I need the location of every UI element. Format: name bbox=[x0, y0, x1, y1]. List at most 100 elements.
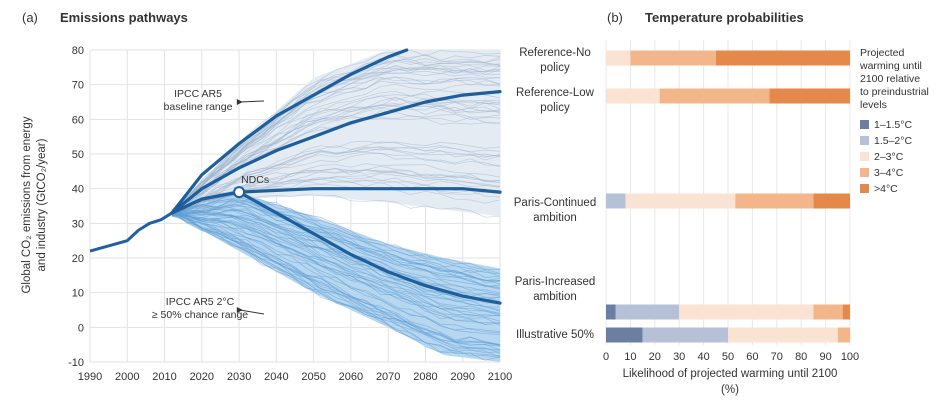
x-tick-label: 2030 bbox=[227, 371, 251, 383]
legend-swatch bbox=[860, 120, 869, 129]
x-tick-label: 2060 bbox=[339, 371, 363, 383]
bar-segment bbox=[606, 304, 616, 320]
x-tick-label-b: 80 bbox=[795, 351, 807, 363]
scenario-line bbox=[171, 215, 501, 335]
scenario-line bbox=[171, 59, 501, 212]
scenario-line bbox=[171, 199, 501, 281]
scenario-line bbox=[171, 197, 501, 277]
scenario-line bbox=[171, 209, 501, 324]
x-tick-label-b: 40 bbox=[697, 351, 709, 363]
bar-segment bbox=[769, 88, 850, 104]
scenario-line bbox=[171, 194, 501, 218]
bar-segment bbox=[659, 88, 770, 104]
category-label: Illustrative 50% bbox=[516, 329, 594, 341]
category-label: policy bbox=[540, 62, 570, 74]
scenario-line bbox=[171, 201, 501, 283]
scenario-line bbox=[171, 70, 500, 216]
y-tick-label: 20 bbox=[72, 253, 84, 265]
pathway-line-1 bbox=[170, 48, 409, 215]
x-tick-label-b: 90 bbox=[819, 351, 831, 363]
x-tick-label: 2090 bbox=[450, 371, 474, 383]
scenario-line bbox=[171, 163, 501, 213]
x-tick-label: 2040 bbox=[264, 371, 288, 383]
panel-b-title: Temperature probabilities bbox=[645, 10, 804, 25]
annotation-arrowhead bbox=[236, 307, 243, 313]
annotation-arrow bbox=[239, 100, 265, 103]
x-tick-label-b: 30 bbox=[673, 351, 685, 363]
x-tick-label: 2100 bbox=[488, 371, 512, 383]
scenario-line bbox=[171, 96, 501, 213]
x-tick-label-b: 100 bbox=[841, 351, 859, 363]
legend-title: levels bbox=[860, 99, 887, 111]
legend-title: Projected bbox=[860, 47, 905, 59]
scenario-line bbox=[171, 215, 501, 326]
scenario-line bbox=[171, 141, 501, 216]
bar-segment bbox=[606, 193, 626, 209]
scenario-line bbox=[171, 178, 501, 213]
annotation-line2: baseline range bbox=[164, 101, 233, 113]
y-tick-label: 30 bbox=[72, 218, 84, 230]
bar-segment bbox=[735, 193, 814, 209]
legend-label: 2–3°C bbox=[874, 151, 904, 163]
scenario-line bbox=[171, 76, 501, 210]
scenario-line bbox=[171, 212, 501, 317]
legend-title: warming until bbox=[859, 60, 922, 72]
scenario-line bbox=[171, 197, 501, 278]
scenario-line bbox=[171, 211, 501, 354]
legend-swatch bbox=[860, 184, 869, 193]
annotation-line1: IPCC AR5 2°C bbox=[166, 296, 235, 308]
pathway-line-2 bbox=[170, 90, 502, 215]
bar-segment bbox=[625, 193, 736, 209]
x-tick-label: 1990 bbox=[78, 371, 102, 383]
ndc-marker bbox=[233, 186, 246, 199]
y-tick-label: 70 bbox=[72, 80, 84, 92]
x-tick-label: 2080 bbox=[413, 371, 437, 383]
scenario-line bbox=[171, 83, 501, 213]
scenario-line bbox=[171, 214, 501, 325]
y-tick-label: 40 bbox=[72, 184, 84, 196]
scenario-line bbox=[171, 210, 501, 356]
bar-segment bbox=[813, 193, 850, 209]
bar-segment bbox=[606, 88, 660, 104]
bar-segment bbox=[715, 50, 850, 66]
x-tick-label-b: 0 bbox=[603, 351, 609, 363]
legend-label: 3–4°C bbox=[874, 167, 904, 179]
y-tick-label: 60 bbox=[72, 114, 84, 126]
scenario-line bbox=[171, 214, 501, 315]
annotation-arrowhead bbox=[236, 99, 243, 105]
panel-a-label: (a) bbox=[22, 10, 38, 25]
y-axis-label-line1: Global CO₂ emissions from energy bbox=[21, 116, 33, 293]
scenario-line bbox=[171, 212, 501, 358]
legend-label: 1–1.5°C bbox=[874, 119, 912, 131]
x-axis-label-b: Likelihood of projected warming until 21… bbox=[623, 368, 838, 380]
x-tick-label-b: 50 bbox=[722, 351, 734, 363]
legend-title: to preindustrial bbox=[860, 86, 929, 98]
category-label: Paris-Increased bbox=[515, 276, 596, 288]
scenario-line bbox=[171, 194, 500, 271]
scenario-line bbox=[171, 146, 501, 212]
emissions-plot: 1990 2000 2010 2020 2030 2040 2050 2060 2070 2080… bbox=[68, 45, 512, 383]
y-tick-label: -10 bbox=[68, 357, 84, 369]
scenario-line bbox=[171, 203, 501, 290]
y-tick-label: 0 bbox=[78, 322, 84, 334]
x-tick-label-b: 60 bbox=[746, 351, 758, 363]
y-tick-label: 80 bbox=[72, 45, 84, 57]
legend-label: 1.5–2°C bbox=[874, 135, 912, 147]
probability-plot: 0 10 20 30 40 50 60 70 80 90 100 Reference-No policy… bbox=[514, 40, 859, 363]
ndc-label: NDCs bbox=[241, 174, 269, 186]
scenario-line bbox=[171, 140, 501, 211]
bar-segment bbox=[728, 327, 838, 343]
panel-b-label: (b) bbox=[607, 10, 623, 25]
x-tick-label-b: 70 bbox=[771, 351, 783, 363]
bar-segment bbox=[842, 304, 850, 320]
bar-segment bbox=[837, 327, 850, 343]
bar-segment bbox=[642, 327, 728, 343]
annotation-arrow bbox=[239, 309, 265, 315]
scenario-line bbox=[171, 152, 501, 214]
scenario-line bbox=[171, 214, 501, 334]
x-tick-label: 2050 bbox=[301, 371, 325, 383]
scenario-line bbox=[171, 211, 501, 351]
scenario-line bbox=[171, 211, 501, 303]
legend-label: >4°C bbox=[874, 183, 898, 195]
